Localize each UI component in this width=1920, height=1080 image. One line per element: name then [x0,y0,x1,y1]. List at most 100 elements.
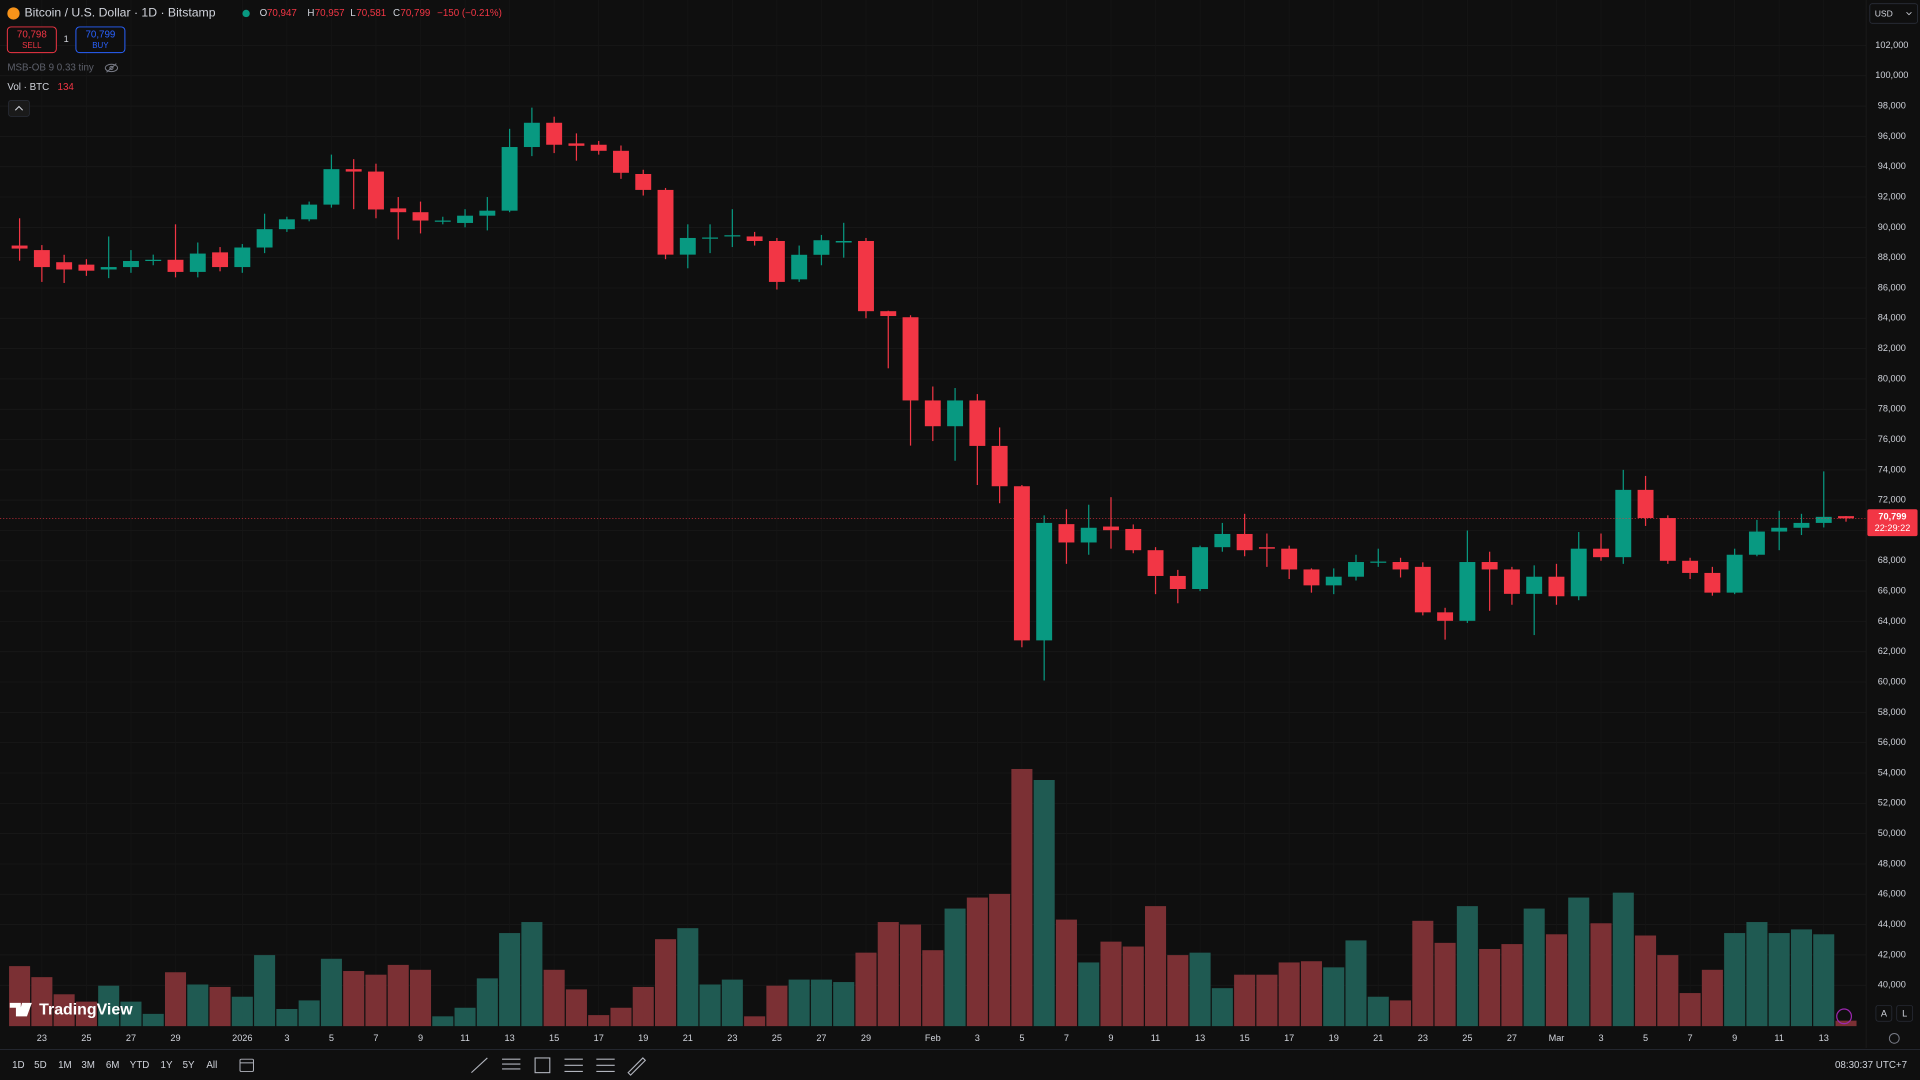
settings-icon[interactable] [1888,1032,1900,1044]
sell-button[interactable] [6,26,57,54]
date-range-icon[interactable] [239,1058,254,1072]
auto-scale-button[interactable] [1875,1004,1893,1022]
visibility-icon[interactable] [104,63,119,73]
volume-bar [1033,780,1055,1027]
timeframe-button[interactable]: All [206,1060,217,1071]
y-tick-label: 50,000 [1878,828,1906,838]
x-tick-label: 11 [1151,1033,1161,1043]
collapse-button[interactable] [8,100,30,117]
brush-tool[interactable] [627,1057,647,1076]
volume-bar [1011,768,1033,1027]
volume-bar [855,952,877,1027]
volume-bar [744,1016,766,1027]
candle-body [345,169,362,172]
volume-bar [1790,929,1812,1027]
volume-bar [1746,922,1768,1027]
alert-icon[interactable] [1836,1008,1853,1025]
x-tick-label: 21 [683,1033,693,1043]
timeframe-button[interactable]: 5Y [183,1060,195,1071]
volume-bar [1323,967,1345,1027]
x-tick-label: 5 [329,1033,334,1043]
volume-bar [966,897,988,1027]
x-tick-label: 23 [1418,1033,1428,1043]
x-tick-label: Mar [1549,1033,1565,1043]
buy-button[interactable] [75,26,126,54]
candle-body [1169,575,1186,589]
volume-bar [654,939,677,1027]
x-tick-label: 19 [638,1033,648,1043]
timeframe-button[interactable]: 1D [12,1060,25,1071]
volume-bar [833,982,855,1027]
volume-bar [1590,923,1612,1027]
volume-bar [254,955,276,1027]
rectangle-tool[interactable] [534,1057,551,1074]
candle-body [234,247,251,268]
lines-tool[interactable] [502,1058,521,1070]
timeframe-button[interactable]: 3M [81,1060,95,1071]
candle-body [1281,548,1298,570]
candle-body [1838,516,1854,519]
indicator-label[interactable]: Vol · BTC [7,82,49,93]
timeframe-button[interactable]: YTD [130,1060,150,1071]
x-tick-label: 29 [861,1033,871,1043]
volume-bar [766,985,788,1027]
volume-pane [9,768,1857,1027]
x-tick-label: 27 [1507,1033,1517,1043]
candle-body [1147,550,1164,576]
candle-body [123,261,139,268]
candle-body [1437,612,1454,621]
timeframe-buttons: 1D 5D 1M 3M 6M YTD 1Y 5Y All [12,1060,217,1071]
volume-bar [1679,993,1701,1027]
volume-bar [9,966,31,1027]
ohlc-key: C [393,8,400,19]
timeframe-button[interactable]: 5D [34,1060,47,1071]
candle-body [1236,533,1253,551]
volume-bar [387,964,409,1027]
indicator-label[interactable]: MSB-OB 9 0.33 tiny [7,63,94,74]
y-tick-label: 58,000 [1878,707,1906,717]
candle-body [1704,572,1721,593]
candle-body [679,237,696,255]
y-tick-label: 102,000 [1875,40,1908,50]
fib-tool[interactable] [564,1058,583,1072]
candle-body [1103,526,1119,531]
volume-bar [1078,962,1100,1027]
scale-label: A [1881,1008,1888,1018]
candle-body [1459,562,1476,621]
candle-body [1726,554,1743,593]
volume-bar [588,1015,610,1027]
x-tick-label: 25 [1462,1033,1472,1043]
y-tick-label: 42,000 [1878,949,1906,959]
x-tick-label: 15 [1240,1033,1250,1043]
timeframe-button[interactable]: 6M [106,1060,120,1071]
volume-bar [1256,974,1278,1027]
timeframe-button[interactable]: 1M [58,1060,72,1071]
volume-bar [1612,892,1634,1027]
volume-bar [320,958,342,1027]
symbol-title[interactable]: Bitcoin / U.S. Dollar · 1D · Bitstamp [24,6,215,20]
volume-bar [1724,933,1746,1027]
volume-bar [1167,955,1189,1027]
volume-bar [1345,940,1367,1027]
y-tick-label: 100,000 [1875,70,1908,80]
ohlc-key: H [307,8,314,19]
x-tick-label: 27 [126,1033,136,1043]
price-change: −150 (−0.21%) [437,8,502,19]
log-scale-button[interactable] [1896,1004,1914,1022]
timeframe-button[interactable]: 1Y [161,1060,173,1071]
y-tick-label: 46,000 [1878,889,1906,899]
candle-body [546,122,563,145]
candle-body [412,212,429,221]
dropdown-icon [1906,11,1912,16]
volume-bar [1701,969,1723,1027]
x-tick-label: 17 [1284,1033,1294,1043]
x-tick-label: 7 [373,1033,378,1043]
volume-bar [543,969,565,1027]
price-axis-labels: 40,000 42,000 44,000 46,000 48,000 50,000 52,0… [1875,40,1908,990]
volume-bar [1501,944,1523,1027]
trend-line-tool[interactable] [471,1057,488,1074]
position-tool[interactable] [596,1058,615,1072]
volume-bar [209,986,231,1027]
currency-button[interactable] [1869,3,1918,24]
volume-bar [343,971,365,1027]
